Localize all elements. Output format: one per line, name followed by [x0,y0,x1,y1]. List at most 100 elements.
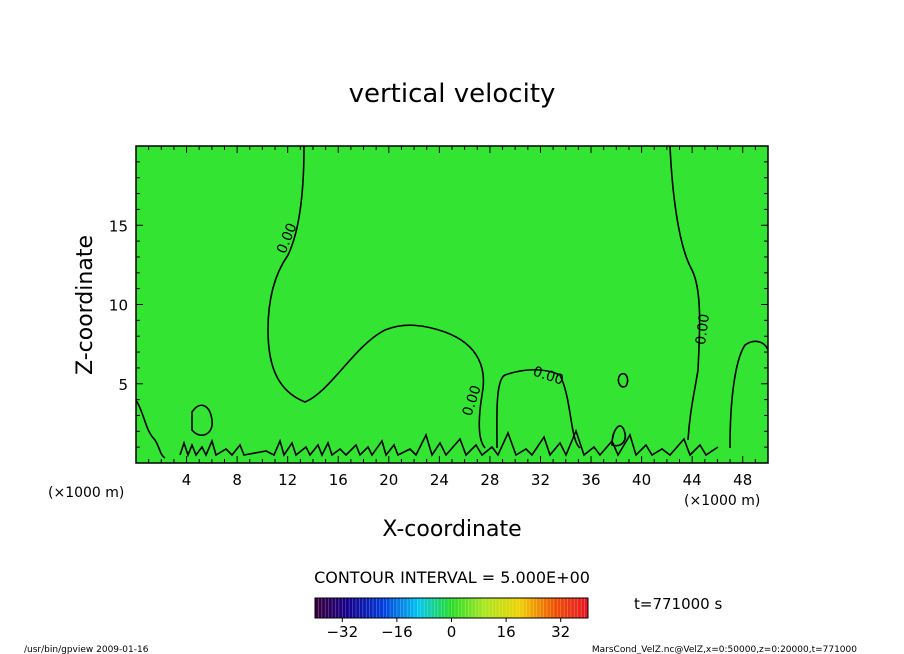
colorbar-segment [410,598,415,618]
colorbar-segment [454,598,459,618]
x-axis-units: (×1000 m) [684,493,760,509]
colorbar-segment [355,598,360,618]
colorbar-segment [523,598,528,618]
colorbar-segment [547,598,551,618]
colorbar-segment [390,598,394,618]
x-tick-label: 16 [329,471,348,489]
colorbar-segment [366,598,371,618]
x-tick-label: 4 [182,471,192,489]
colorbar-segment [376,598,381,618]
contour-label: 0.00 [693,313,713,346]
colorbar-segment [420,598,425,618]
colorbar-segment [349,598,354,618]
colorbar-segment [434,598,439,618]
colorbar-segment [564,598,569,618]
colorbar-segment [516,598,521,618]
y-tick-label: 15 [109,217,128,235]
colorbar-segment [321,598,326,618]
colorbar-segment [536,598,541,618]
colorbar-segment [448,598,452,618]
colorbar-segment [441,598,446,618]
x-tick-label: 8 [232,471,242,489]
colorbar-segment [567,598,572,618]
y-tick-label: 10 [109,297,128,315]
colorbar-tick-label: −32 [326,623,358,641]
chart-title: vertical velocity [349,79,556,109]
x-axis-ticks: 4 8 12 16 20 24 28 32 36 40 44 48 [148,146,756,489]
contour-line-small-loop-3 [611,425,627,447]
x-tick-label: 24 [430,471,449,489]
colorbar-segment [352,598,357,618]
colorbar-segment [362,598,367,618]
x-tick-label: 48 [733,471,752,489]
colorbar-segment [574,598,579,618]
colorbar-segment [577,598,582,618]
x-tick-label: 32 [531,471,550,489]
colorbar-segment [502,598,507,618]
colorbar-segment [461,598,466,618]
colorbar-segment [386,598,391,618]
colorbar-segment [427,598,432,618]
colorbar-segment [318,598,323,618]
colorbar-segment [526,598,531,618]
colorbar-segment [451,598,456,618]
colorbar-segment [509,598,514,618]
colorbar-segment [550,598,555,618]
colorbar-segment [506,598,511,618]
colorbar-segment [338,598,343,618]
contour-line-right-bump [729,340,769,449]
x-tick-label: 40 [632,471,651,489]
colorbar [314,598,589,618]
x-tick-label: 28 [480,471,499,489]
colorbar-segment [492,598,497,618]
colorbar-segment [342,598,347,618]
colorbar-ticks: −32 −16 0 16 32 [326,618,570,641]
colorbar-segment [560,598,565,618]
colorbar-segment [315,598,319,618]
colorbar-segment [424,598,429,618]
x-tick-label: 44 [683,471,702,489]
colorbar-segment [475,598,480,618]
contour-line-small-loop-1 [191,404,213,436]
colorbar-segment [325,598,330,618]
y-axis-label: Z-coordinate [73,235,98,375]
colorbar-segment [540,598,545,618]
colorbar-segment [512,598,517,618]
colorbar-segment [458,598,463,618]
x-tick-label: 36 [581,471,600,489]
colorbar-segment [543,598,548,618]
contour-interval: CONTOUR INTERVAL = 5.000E+00 [314,568,590,587]
colorbar-segment [533,598,538,618]
x-axis-label: X-coordinate [382,517,521,542]
colorbar-segment [478,598,483,618]
colorbar-segment [328,598,333,618]
colorbar-segment [413,598,418,618]
colorbar-segment [383,598,388,618]
contour-noise-bottom [179,428,719,458]
colorbar-segment [431,598,435,618]
colorbar-tick-label: 16 [497,623,516,641]
contour-line-small-loop-2 [617,372,629,388]
colorbar-segment [444,598,449,618]
colorbar-segment [570,598,575,618]
colorbar-segment [359,598,364,618]
colorbar-segment [396,598,401,618]
footer-right: MarsCond_VelZ.nc@VelZ,x=0:50000,z=0:2000… [592,645,857,654]
colorbar-segment [373,598,377,618]
colorbar-segment [379,598,384,618]
colorbar-segment [369,598,374,618]
colorbar-segment [584,598,589,618]
colorbar-tick-label: 0 [447,623,457,641]
colorbar-tick-label: 32 [551,623,570,641]
contour-line-right [669,145,701,441]
colorbar-segment [393,598,398,618]
y-tick-label: 5 [118,376,128,394]
time-label: t=771000 s [634,595,722,613]
colorbar-segment [403,598,408,618]
y-axis-units: (×1000 m) [48,485,124,501]
contour-line-left-lobe [267,145,486,449]
colorbar-segment [529,598,534,618]
colorbar-segment [407,598,412,618]
colorbar-segment [335,598,340,618]
